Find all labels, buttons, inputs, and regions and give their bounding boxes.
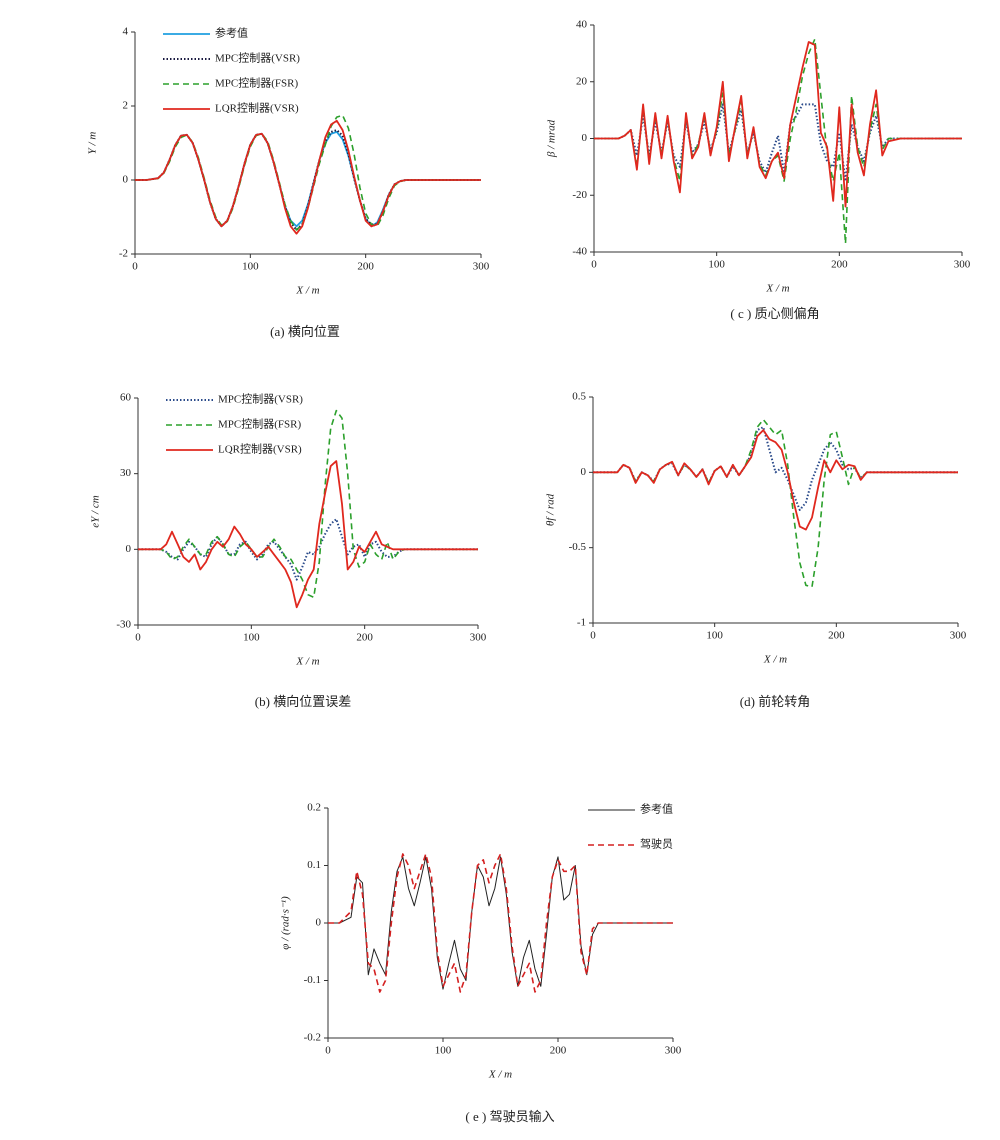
y-tick-label: 0.1 [307, 859, 321, 871]
x-axis-label: X / m [488, 1069, 512, 1081]
legend-label: LQR控制器(VSR) [218, 442, 302, 456]
x-tick-label: 0 [132, 261, 138, 273]
y-tick-label: 0 [316, 917, 322, 929]
y-tick-label: 60 [120, 392, 132, 404]
caption: ( c ) 质心侧偏角 [730, 306, 819, 321]
series-line [593, 418, 958, 588]
chart-panel: -30 0 30 60 0 100 200 300 X / m eY / cm MPC控制器(VSR… [90, 392, 487, 709]
y-tick-label: 4 [123, 26, 129, 38]
y-tick-label: 30 [120, 467, 132, 479]
y-axis-label: φ / (rad·s⁻¹) [280, 896, 292, 950]
series-line [138, 460, 478, 609]
y-tick-label: 0.5 [572, 391, 586, 403]
y-tick-label: -0.2 [304, 1032, 321, 1044]
x-tick-label: 0 [591, 259, 597, 271]
caption: (a) 横向位置 [270, 324, 340, 339]
legend-label: 参考值 [640, 802, 673, 816]
x-tick-label: 200 [831, 259, 848, 271]
x-tick-label: 0 [325, 1045, 331, 1057]
y-tick-label: 2 [123, 100, 129, 112]
x-tick-label: 100 [242, 261, 259, 273]
legend-label: 驾驶员 [640, 837, 673, 851]
y-axis-label: θf / rad [545, 493, 557, 526]
x-tick-label: 200 [357, 261, 374, 273]
y-tick-label: 0.2 [307, 802, 321, 814]
y-tick-label: -20 [572, 189, 587, 201]
x-tick-label: 100 [708, 259, 725, 271]
chart-panel: -0.2 -0.1 0 0.1 0.2 0 100 200 300 X / m φ / (rad·s… [280, 802, 682, 1124]
y-axis-label: eY / cm [90, 495, 102, 527]
y-axis-label: Y / m [87, 132, 99, 155]
legend-label: LQR控制器(VSR) [215, 101, 299, 115]
caption: ( e ) 驾驶员输入 [465, 1109, 554, 1124]
y-tick-label: 0 [582, 132, 588, 144]
x-tick-label: 300 [473, 261, 490, 273]
x-tick-label: 200 [550, 1045, 567, 1057]
y-axis-label: β / mrad [546, 119, 558, 158]
x-tick-label: 0 [590, 630, 596, 642]
x-tick-label: 300 [665, 1045, 682, 1057]
chart-panel: -1 -0.5 0 0.5 0 100 200 300 X / m θf / rad (d) 前轮转… [545, 391, 967, 709]
series-line [328, 853, 673, 993]
y-tick-label: 0 [123, 174, 129, 186]
y-tick-label: 20 [576, 75, 588, 87]
y-tick-label: 0 [126, 543, 132, 555]
caption: (d) 前轮转角 [740, 694, 810, 709]
caption: (b) 横向位置误差 [255, 694, 351, 709]
series-line [138, 409, 478, 599]
series-line [593, 429, 958, 531]
series-line [135, 119, 481, 235]
legend-label: MPC控制器(FSR) [215, 76, 298, 90]
legend-label: 参考值 [215, 26, 248, 40]
y-tick-label: -1 [577, 617, 586, 629]
x-axis-label: X / m [763, 654, 787, 666]
x-tick-label: 100 [243, 632, 260, 644]
x-axis-label: X / m [295, 285, 319, 297]
legend-label: MPC控制器(FSR) [218, 417, 301, 431]
y-tick-label: -40 [572, 246, 587, 258]
chart-panel: -40 -20 0 20 40 0 100 200 300 X / m β / mrad ( c ) … [546, 19, 971, 321]
series-line [135, 114, 481, 231]
x-axis-label: X / m [765, 283, 789, 295]
y-tick-label: 40 [576, 19, 588, 31]
y-tick-label: -0.5 [569, 541, 587, 553]
x-tick-label: 300 [954, 259, 971, 271]
y-tick-label: -0.1 [304, 974, 321, 986]
x-tick-label: 300 [470, 632, 487, 644]
chart-panel: -2 0 2 4 0 100 200 300 X / m Y / m 参考值 MPC控制器(VSR) M… [87, 26, 490, 339]
x-tick-label: 300 [950, 630, 967, 642]
x-tick-label: 100 [435, 1045, 452, 1057]
x-axis-label: X / m [295, 656, 319, 668]
series-line [594, 41, 962, 208]
y-tick-label: -2 [119, 248, 128, 260]
legend-label: MPC控制器(VSR) [218, 392, 303, 406]
series-line [594, 103, 962, 183]
x-tick-label: 100 [706, 630, 723, 642]
x-tick-label: 200 [356, 632, 373, 644]
legend-label: MPC控制器(VSR) [215, 51, 300, 65]
series-line [594, 38, 962, 245]
x-tick-label: 200 [828, 630, 845, 642]
y-tick-label: -30 [116, 619, 131, 631]
y-tick-label: 0 [581, 466, 587, 478]
x-tick-label: 0 [135, 632, 141, 644]
series-line [593, 426, 958, 511]
